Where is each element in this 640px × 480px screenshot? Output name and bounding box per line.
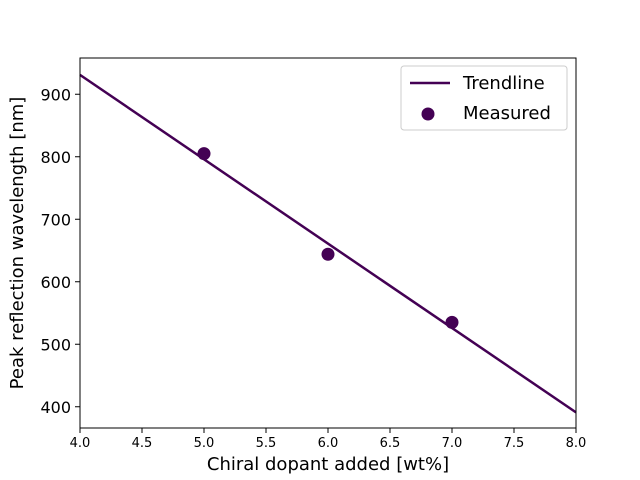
- x-tick-label: 7.5: [504, 436, 525, 451]
- x-axis: 4.0 4.5 5.0 5.5 6.0 6.5 7.0 7.5 8.0: [70, 428, 587, 451]
- y-axis-label: Peak reflection wavelength [nm]: [7, 97, 28, 390]
- y-tick-label: 700: [40, 210, 71, 229]
- measured-point: [197, 147, 211, 161]
- y-tick-label: 400: [40, 398, 71, 417]
- legend-trendline-label: Trendline: [462, 73, 545, 94]
- y-tick-label: 600: [40, 273, 71, 292]
- plot-marks: [79, 73, 577, 414]
- y-tick-label: 900: [40, 85, 71, 104]
- x-tick-label: 5.0: [194, 436, 215, 451]
- legend-measured-label: Measured: [463, 103, 551, 124]
- measured-point: [445, 315, 459, 329]
- legend: Trendline Measured: [400, 65, 568, 131]
- y-tick-label: 500: [40, 335, 71, 354]
- x-tick-label: 6.0: [318, 436, 339, 451]
- x-tick-label: 7.0: [442, 436, 463, 451]
- x-tick-label: 4.0: [70, 436, 91, 451]
- x-tick-label: 4.5: [132, 436, 153, 451]
- x-tick-label: 5.5: [256, 436, 277, 451]
- x-tick-label: 6.5: [380, 436, 401, 451]
- y-axis: 400 500 600 700 800 900: [40, 85, 80, 417]
- y-tick-label: 800: [40, 148, 71, 167]
- x-axis-label: Chiral dopant added [wt%]: [207, 454, 449, 475]
- trendline: [79, 73, 577, 414]
- legend-measured-swatch: [421, 107, 435, 121]
- x-tick-label: 8.0: [566, 436, 587, 451]
- measured-point: [321, 247, 335, 261]
